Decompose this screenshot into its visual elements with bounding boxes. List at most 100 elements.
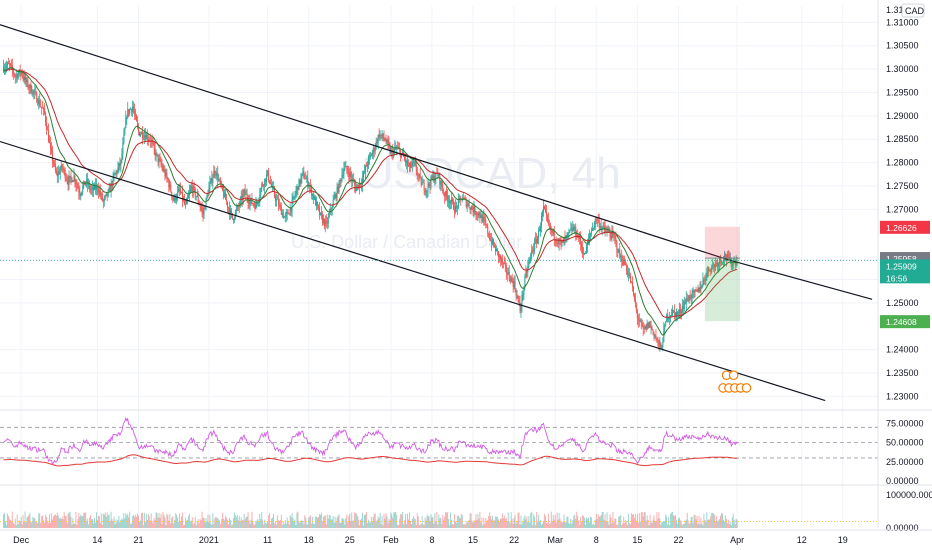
volume-bar xyxy=(671,512,673,528)
candle-body xyxy=(423,182,425,191)
volume-bar xyxy=(18,520,20,528)
time-tick-label: 19 xyxy=(838,535,848,545)
candle-body xyxy=(278,205,280,206)
candle-body xyxy=(15,74,17,77)
volume-bar xyxy=(240,517,242,528)
candle-body xyxy=(422,182,424,184)
volume-bar xyxy=(183,525,185,528)
candle-body xyxy=(14,75,16,77)
volume-bar xyxy=(600,514,602,528)
volume-bar xyxy=(602,512,604,528)
candle-body xyxy=(38,99,40,105)
time-tick-label: 25 xyxy=(345,535,355,545)
candle-body xyxy=(90,188,92,190)
candle-body xyxy=(364,165,366,172)
volume-bar xyxy=(93,517,95,528)
volume-bar xyxy=(557,519,559,528)
volume-bar xyxy=(611,523,613,528)
volume-bar xyxy=(591,524,593,528)
candle-body xyxy=(153,143,155,149)
candle-body xyxy=(656,338,658,340)
candle-body xyxy=(276,198,278,200)
volume-bar xyxy=(337,515,339,528)
volume-bar xyxy=(290,517,292,528)
volume-bar xyxy=(617,524,619,528)
candle-body xyxy=(22,75,24,78)
candle-body xyxy=(371,152,373,157)
volume-bar xyxy=(20,516,22,528)
volume-bar xyxy=(333,522,335,528)
candle-body xyxy=(283,216,285,218)
volume-bar xyxy=(511,518,513,528)
volume-bar xyxy=(709,519,711,528)
candle-body xyxy=(683,301,685,309)
volume-bar xyxy=(673,515,675,528)
candle-body xyxy=(170,184,172,192)
volume-bar xyxy=(182,512,184,528)
candle-body xyxy=(409,162,411,168)
volume-bar xyxy=(230,525,232,528)
volume-bar xyxy=(397,525,399,528)
candle-body xyxy=(32,90,34,94)
volume-bar xyxy=(295,525,297,528)
volume-bar xyxy=(562,521,564,528)
candle-body xyxy=(704,279,706,281)
candle-body xyxy=(147,139,149,141)
candle-body xyxy=(680,311,682,314)
candle-body xyxy=(501,258,503,264)
candle-body xyxy=(78,188,80,193)
volume-bar xyxy=(279,519,281,528)
candle-body xyxy=(631,281,633,283)
candle-body xyxy=(601,227,603,230)
candle-body xyxy=(236,205,238,210)
event-marker xyxy=(728,370,739,381)
candle-body xyxy=(223,190,225,197)
volume-bar xyxy=(38,513,40,528)
candle-body xyxy=(94,184,96,190)
volume-bar xyxy=(257,519,259,528)
volume-bar xyxy=(478,518,480,528)
candle-body xyxy=(292,197,294,200)
candle-body xyxy=(473,206,475,213)
candle-body xyxy=(231,213,233,219)
volume-bar xyxy=(497,519,499,528)
volume-bar xyxy=(106,512,108,528)
candle-body xyxy=(108,187,110,191)
volume-bar xyxy=(273,523,275,528)
volume-bar xyxy=(181,516,183,528)
candle-body xyxy=(481,214,483,222)
candle-body xyxy=(157,154,159,163)
volume-bar xyxy=(376,519,378,528)
candle-body xyxy=(590,231,592,233)
candle-body xyxy=(546,214,548,220)
candle-body xyxy=(122,143,124,155)
candle-body xyxy=(459,197,461,199)
candle-body xyxy=(49,143,51,148)
candle-body xyxy=(34,91,36,93)
candle-body xyxy=(711,266,713,272)
candle-body xyxy=(358,184,360,189)
volume-bar xyxy=(309,516,311,528)
candle-body xyxy=(630,275,632,283)
volume-bar xyxy=(85,512,87,528)
volume-bar xyxy=(195,525,197,528)
candle-body xyxy=(259,195,261,200)
volume-bar xyxy=(235,517,237,528)
candle-body xyxy=(279,205,281,207)
candle-body xyxy=(334,194,336,198)
candle-body xyxy=(565,235,567,238)
volume-bar xyxy=(199,518,201,528)
volume-bar xyxy=(55,515,57,528)
volume-bar xyxy=(70,516,72,528)
candle-body xyxy=(401,153,403,158)
volume-bar xyxy=(32,516,34,528)
volume-bar xyxy=(208,522,210,528)
candle-body xyxy=(374,147,376,152)
candle-body xyxy=(116,171,118,173)
candle-body xyxy=(496,248,498,252)
volume-bar xyxy=(688,523,690,528)
candle-body xyxy=(694,290,696,293)
candle-body xyxy=(341,175,343,181)
volume-bar xyxy=(294,519,296,528)
